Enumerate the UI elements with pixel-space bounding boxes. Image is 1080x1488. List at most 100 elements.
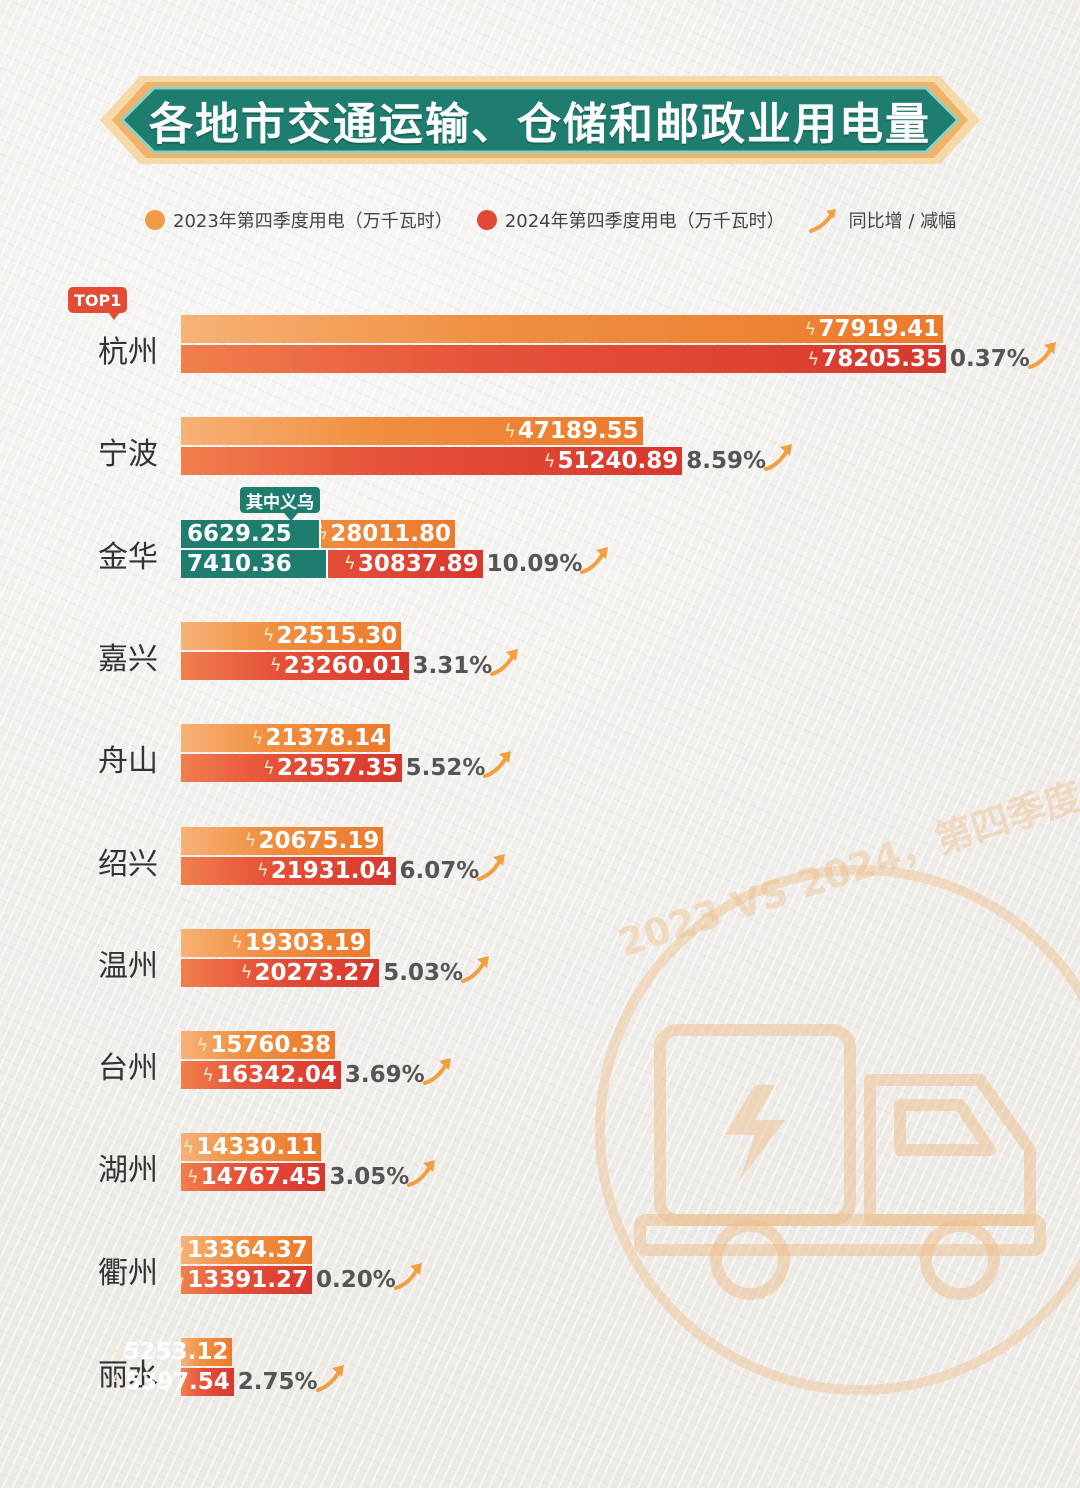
bar-value-label: 28011.80 xyxy=(330,520,451,547)
bar-value-label: 23260.01 xyxy=(283,652,405,679)
bar-value-label: 20675.19 xyxy=(258,827,380,854)
yoy-percent-text: 3.69% xyxy=(344,1062,425,1089)
bar-value-label: 13364.37 xyxy=(186,1236,308,1263)
yoy-percent: 8.59% xyxy=(686,444,794,475)
bolt-icon: ϟ xyxy=(240,962,253,984)
bar-value-label: 21378.14 xyxy=(265,725,387,752)
yoy-percent-text: 2.75% xyxy=(237,1369,318,1395)
legend-item-yoy: 同比增 / 减幅 xyxy=(808,207,956,233)
truck-icon xyxy=(595,865,1080,1395)
yoy-percent-text: 5.03% xyxy=(383,959,464,986)
bar-2024: ϟ 51240.89 xyxy=(181,447,683,476)
legend-item-2024: 2024年第四季度用电（万千瓦时） xyxy=(476,207,785,233)
yoy-percent-text: 3.05% xyxy=(329,1164,410,1191)
bolt-icon: ϟ xyxy=(173,1269,186,1291)
up-arrow-icon xyxy=(393,1262,422,1290)
bar-2024: ϟ 14767.45 xyxy=(181,1163,326,1192)
bolt-icon: ϟ xyxy=(804,318,817,340)
yoy-percent-text: 10.09% xyxy=(486,550,583,577)
city-label: 杭州 xyxy=(98,335,158,370)
yoy-percent: 5.03% xyxy=(383,955,491,987)
bolt-icon: ϟ xyxy=(256,860,269,881)
up-arrow-icon xyxy=(764,444,793,472)
bar-2023: ϟ 47189.55 xyxy=(181,417,643,446)
yoy-percent: 0.37% xyxy=(950,342,1058,373)
bar-2024: ϟ 13391.27 xyxy=(173,1265,312,1294)
yoy-percent-text: 8.59% xyxy=(686,448,767,475)
bar-2024: ϟ 23260.01 xyxy=(181,651,409,680)
up-arrow-icon xyxy=(490,648,519,676)
legend-label-2023: 2023年第四季度用电（万千瓦时） xyxy=(173,211,453,232)
yoy-percent: 3.05% xyxy=(329,1160,437,1191)
up-arrow-icon xyxy=(422,1058,451,1086)
city-label: 嘉兴 xyxy=(98,641,158,677)
bolt-icon: ϟ xyxy=(202,1064,215,1086)
yoy-percent-text: 3.31% xyxy=(412,652,493,679)
bar-value-label: 22515.30 xyxy=(276,622,398,649)
up-arrow-icon xyxy=(477,853,506,881)
bar-2023: ϟ 5253.12 xyxy=(110,1338,233,1366)
legend-dot-2024 xyxy=(476,210,497,230)
bar-value-label: 5253.12 xyxy=(123,1339,229,1365)
yoy-percent-text: 5.52% xyxy=(405,755,486,782)
yiwu-tag: 其中义乌 xyxy=(240,487,320,521)
city-label: 金华 xyxy=(98,539,158,575)
bar-2023: ϟ 19303.19 xyxy=(181,928,370,957)
yoy-percent: 6.07% xyxy=(399,853,508,885)
city-label: 湖州 xyxy=(98,1153,158,1189)
city-label: 温州 xyxy=(98,948,158,984)
bar-2023: ϟ 20675.19 xyxy=(181,826,384,855)
up-arrow-icon xyxy=(580,546,609,574)
yoy-percent: 3.69% xyxy=(344,1058,453,1089)
bar-2023: ϟ 14330.11 xyxy=(181,1133,322,1162)
bar-2023: ϟ 21378.14 xyxy=(181,724,391,753)
bar-2024: ϟ 5397.54 xyxy=(111,1368,234,1396)
bolt-icon: ϟ xyxy=(182,1136,195,1158)
yoy-percent-text: 6.07% xyxy=(399,857,480,884)
bolt-icon: ϟ xyxy=(344,553,356,575)
bar-value-label: 14767.45 xyxy=(200,1164,322,1191)
bar-2023: ϟ 22515.30 xyxy=(181,621,402,650)
title-banner: 各地市交通运输、仓储和邮政业用电量 xyxy=(100,68,980,172)
bar-2023: ϟ 13364.37 xyxy=(173,1235,312,1264)
bolt-icon: ϟ xyxy=(262,625,275,647)
bar-2024: ϟ 21931.04 xyxy=(181,856,396,885)
bolt-icon: ϟ xyxy=(503,420,516,442)
bar-value-label: 78205.35 xyxy=(821,346,942,372)
city-label: 衢州 xyxy=(98,1255,158,1291)
city-label: 宁波 xyxy=(98,437,158,473)
bar-value-label: 19303.19 xyxy=(245,929,366,956)
bar-value-label: 30837.89 xyxy=(357,550,479,577)
legend-label-2024: 2024年第四季度用电（万千瓦时） xyxy=(504,211,785,232)
bar-2024: ϟ 22557.35 xyxy=(181,754,402,783)
bar-2024: ϟ 20273.27 xyxy=(181,958,380,987)
up-arrow-icon xyxy=(808,209,836,233)
bar-value-label: 77919.41 xyxy=(818,316,940,342)
bar-value-label: 22557.35 xyxy=(276,755,398,782)
bolt-icon: ϟ xyxy=(269,655,282,677)
bolt-icon: ϟ xyxy=(111,1371,124,1393)
bar-value-label: 16342.04 xyxy=(216,1062,337,1089)
bar-2024: ϟ 16342.04 xyxy=(181,1061,341,1090)
banner-frame xyxy=(100,76,980,164)
bar-value-label: 21931.04 xyxy=(270,857,392,884)
bar-2024: ϟ 78205.35 xyxy=(181,345,946,373)
top1-badge: TOP1 xyxy=(68,287,128,320)
city-label: 丽水 xyxy=(98,1358,158,1393)
bolt-icon: ϟ xyxy=(543,450,556,472)
up-arrow-icon xyxy=(483,751,512,779)
bar-2023: ϟ 77919.41 xyxy=(181,315,944,343)
up-arrow-icon xyxy=(461,955,490,983)
legend-item-2023: 2023年第四季度用电（万千瓦时） xyxy=(145,207,453,233)
bolt-icon: ϟ xyxy=(807,348,820,370)
bar-value-label: 14330.11 xyxy=(196,1134,318,1161)
yoy-percent: 0.20% xyxy=(316,1262,424,1294)
bolt-icon: ϟ xyxy=(244,830,257,851)
yoy-percent: 5.52% xyxy=(405,751,514,782)
bolt-icon: ϟ xyxy=(316,523,329,545)
yoy-percent: 10.09% xyxy=(486,546,611,578)
bar-value-label: 51240.89 xyxy=(557,448,679,475)
yoy-percent: 2.75% xyxy=(237,1365,346,1396)
